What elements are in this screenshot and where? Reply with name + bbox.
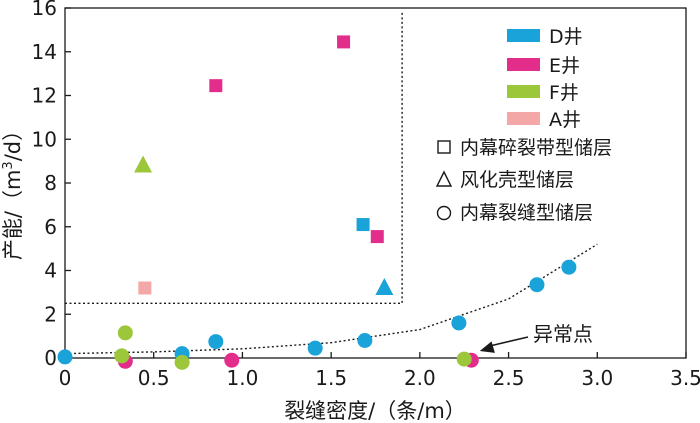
data-point-square <box>337 35 351 49</box>
y-tick-label: 14 <box>32 40 57 64</box>
legend-circle-icon <box>436 205 452 221</box>
data-point-circle <box>307 340 323 356</box>
legend-label-e: E井 <box>549 55 580 77</box>
y-axis-title: 产能/（m3/d） <box>1 120 25 260</box>
y-tick-label: 2 <box>44 302 57 326</box>
legend-swatch-e <box>507 58 540 71</box>
x-tick-label: 0 <box>59 366 72 390</box>
x-axis-title: 裂缝密度/（条/m） <box>284 399 466 423</box>
legend-label-f: F井 <box>549 82 579 104</box>
y-tick-label: 6 <box>44 215 57 239</box>
data-point-triangle <box>134 155 153 173</box>
data-point-circle <box>208 334 224 350</box>
data-point-circle <box>114 348 130 364</box>
data-point-square <box>356 218 370 232</box>
annotation-arrow-line <box>489 336 529 347</box>
y-tick-label: 4 <box>44 259 57 283</box>
region-box <box>65 12 403 305</box>
data-point-circle <box>456 351 472 367</box>
data-point-square <box>209 79 223 93</box>
y-tick-label: 8 <box>44 171 57 195</box>
y-tick-label: 16 <box>32 0 57 20</box>
anomaly-label: 异常点 <box>533 322 593 346</box>
trend-curve-line <box>64 243 598 355</box>
legend-label-a: A井 <box>549 109 581 131</box>
data-point-circle <box>57 349 73 365</box>
annotation-arrow-head <box>479 341 495 353</box>
legend-label-d: D井 <box>549 26 583 48</box>
anomaly-annotation: 异常点 <box>479 322 593 353</box>
data-point-circle <box>117 325 133 341</box>
x-tick-label: 3.5 <box>670 366 700 390</box>
x-tick-label: 2.5 <box>493 366 525 390</box>
data-points <box>57 35 577 370</box>
y-axis: 0 2 4 6 8 10 12 14 16 <box>32 0 71 370</box>
data-point-circle <box>174 354 190 370</box>
legend-swatch-f <box>507 85 540 98</box>
data-point-circle <box>224 352 240 368</box>
legend-square-icon <box>437 140 451 154</box>
x-tick-label: 2.0 <box>404 366 436 390</box>
legend: D井 E井 F井 A井 内幕碎裂带型储层 风化壳型储层 内幕裂缝型储层 <box>435 26 612 224</box>
data-point-square <box>370 230 384 244</box>
data-point-circle <box>357 333 373 348</box>
legend-label-circle: 内幕裂缝型储层 <box>460 202 593 224</box>
data-point-circle <box>561 259 577 275</box>
legend-swatch-a <box>507 112 540 125</box>
legend-triangle-icon <box>435 170 453 187</box>
legend-swatch-d <box>507 29 540 42</box>
legend-label-square: 内幕碎裂带型储层 <box>460 137 612 159</box>
x-tick-label: 1.5 <box>315 366 347 390</box>
y-tick-label: 10 <box>32 127 57 151</box>
data-point-triangle <box>375 278 394 295</box>
legend-label-triangle: 风化壳型储层 <box>460 169 574 191</box>
plot-frame <box>64 7 687 359</box>
data-point-circle <box>451 315 467 331</box>
x-axis: 0 0.5 1.0 1.5 2.0 2.5 3.0 3.5 <box>59 352 700 390</box>
x-tick-label: 0.5 <box>138 366 170 390</box>
trend-curve <box>64 243 598 355</box>
y-tick-label: 12 <box>32 84 57 108</box>
data-point-circle <box>529 277 545 293</box>
x-tick-label: 1.0 <box>227 366 259 390</box>
data-point-square <box>138 281 152 295</box>
x-tick-label: 3.0 <box>581 366 613 390</box>
y-tick-label: 0 <box>44 346 57 370</box>
region-box-line <box>65 12 403 305</box>
